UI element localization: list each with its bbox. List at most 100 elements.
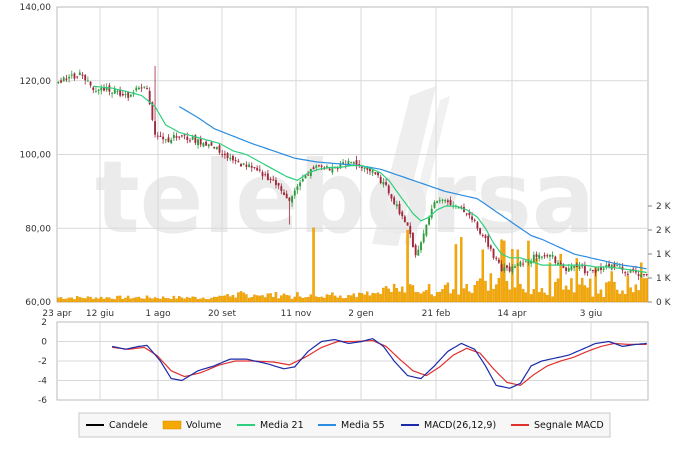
volume-bar	[118, 295, 122, 303]
candle-body	[164, 139, 167, 141]
candle-body	[540, 256, 543, 258]
candle-body	[108, 85, 111, 92]
candle-body	[403, 216, 406, 223]
volume-bar	[215, 296, 219, 303]
candle-body	[242, 163, 245, 165]
ma55-line	[178, 106, 647, 270]
volume-bar	[417, 292, 420, 303]
candle-body	[100, 88, 103, 91]
volume-bar	[70, 297, 73, 303]
volume-bar	[425, 290, 428, 303]
candle-body	[414, 245, 417, 256]
candle-body	[522, 263, 525, 265]
volume-bar	[167, 298, 170, 303]
volume-bar	[371, 292, 374, 303]
volume-bar	[457, 294, 460, 303]
volume-bar	[261, 295, 264, 303]
volume-bar	[237, 292, 240, 303]
volume-bar	[470, 293, 474, 303]
volume-bar	[196, 298, 200, 303]
candle-body	[567, 268, 570, 272]
volume-bar	[277, 298, 280, 303]
candle-body	[602, 268, 605, 270]
volume-bar	[65, 298, 68, 303]
volume-bar	[245, 294, 248, 303]
candle-body	[527, 261, 530, 263]
candle-body	[213, 147, 216, 149]
volume-bar	[282, 293, 286, 303]
volume-bar	[140, 298, 143, 303]
candle-body	[503, 267, 506, 271]
candle-body	[191, 136, 194, 140]
volume-bar	[204, 299, 208, 303]
legend-label-ma55: Media 55	[341, 420, 385, 431]
volume-bar	[505, 281, 509, 303]
candle-body	[398, 203, 401, 214]
candle-body	[342, 162, 345, 165]
candle-body	[594, 269, 597, 273]
volume-bar	[143, 298, 146, 303]
candle-body	[532, 254, 535, 263]
candle-body	[65, 78, 68, 80]
watermark-stripes	[372, 86, 436, 246]
candle-body	[146, 88, 148, 90]
candle-body	[425, 224, 428, 236]
candle-body	[395, 204, 398, 207]
candle-body	[143, 86, 146, 88]
volume-bar	[153, 297, 157, 303]
volume-bar	[540, 288, 544, 303]
volume-bar	[92, 299, 95, 303]
candle-body	[172, 134, 175, 139]
candle-body	[202, 143, 205, 147]
candle-body	[479, 228, 482, 234]
candle-body	[178, 136, 181, 138]
candle-body	[60, 80, 62, 83]
x-tick-label: 21 feb	[422, 309, 451, 319]
volume-bar	[527, 240, 530, 303]
volume-bar	[151, 298, 154, 303]
candle-body	[57, 82, 60, 84]
x-tick-label: 11 nov	[281, 309, 313, 319]
candle-body	[637, 274, 640, 276]
price-tick-label: 120,00	[20, 77, 52, 87]
candle-body	[167, 137, 170, 142]
volume-bar	[59, 297, 63, 303]
volume-bar	[607, 281, 611, 303]
candle-body	[428, 216, 431, 225]
volume-bar	[280, 295, 283, 303]
volume-bar	[183, 298, 186, 303]
volume-bar	[121, 298, 125, 303]
legend-label-macd: MACD(26,12,9)	[424, 420, 496, 431]
volume-bar	[478, 278, 482, 303]
candle-body	[119, 89, 122, 96]
volume-bar	[67, 297, 71, 303]
candle-body	[299, 182, 302, 187]
volume-bar	[231, 294, 235, 303]
volume-bar	[597, 293, 600, 303]
candle-body	[103, 87, 105, 91]
volume-bar	[258, 295, 262, 303]
candle-body	[385, 182, 388, 185]
candle-body	[266, 173, 269, 181]
candle-body	[350, 162, 353, 164]
candle-body	[557, 262, 559, 265]
volume-bar	[508, 289, 511, 303]
volume-bar	[135, 297, 138, 303]
candle-body	[62, 77, 65, 82]
volume-bar	[591, 296, 595, 303]
macd-tick-label: -4	[38, 377, 47, 387]
volume-tick-label: 0 K	[656, 298, 672, 308]
volume-bar	[623, 293, 627, 303]
volume-bar	[325, 294, 329, 303]
candle-body	[73, 73, 76, 79]
volume-bar	[618, 293, 622, 303]
candle-body	[205, 141, 208, 146]
volume-bar	[640, 262, 643, 303]
candle-body	[105, 87, 108, 91]
x-tick-label: 2 gen	[348, 309, 374, 319]
candle-body	[420, 242, 422, 251]
volume-bar	[344, 298, 348, 303]
volume-bar	[629, 287, 632, 303]
volume-bar	[586, 287, 589, 303]
candle-body	[199, 138, 202, 145]
